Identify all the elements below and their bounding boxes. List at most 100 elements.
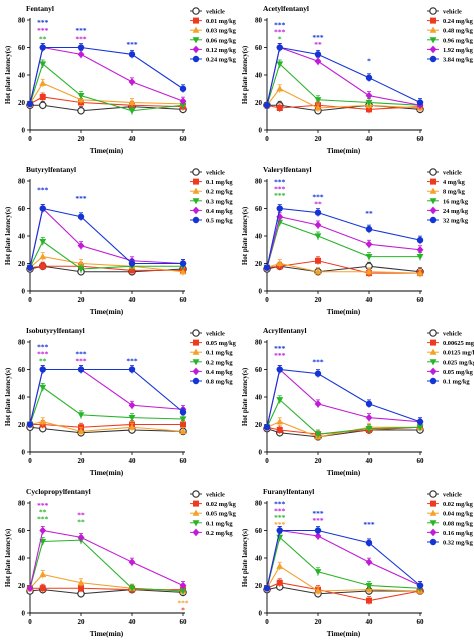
legend-label: 0.2 mg/kg: [206, 359, 233, 366]
x-tick-label: 40: [366, 296, 374, 304]
x-tick-label: 20: [78, 296, 86, 304]
panel-title: Butyrylfentanyl: [26, 165, 76, 174]
y-tick-label: 0: [259, 127, 263, 135]
data-point: [128, 78, 136, 86]
legend-label: 0.16 mg/kg: [443, 530, 474, 537]
data-point: [314, 587, 322, 594]
x-tick-label: 0: [265, 135, 269, 143]
y-tick-label: 40: [18, 555, 26, 563]
data-point: [77, 213, 85, 220]
legend-label: 0.06 mg/kg: [206, 37, 237, 44]
significance-mark: ***: [274, 184, 286, 193]
y-axis-label: Hot plate latency(s): [241, 45, 249, 104]
series-line: [266, 536, 421, 589]
significance-mark: ***: [312, 358, 324, 367]
significance-mark: ***: [274, 177, 286, 186]
x-tick-label: 60: [180, 618, 188, 626]
y-axis-label: Hot plate latency(s): [4, 206, 12, 265]
legend-label: 0.24 mg/kg: [206, 57, 237, 64]
data-point: [365, 225, 373, 233]
data-point: [276, 427, 283, 433]
legend-marker: [429, 359, 437, 366]
y-tick-label: 0: [259, 449, 263, 457]
series-line: [29, 82, 184, 105]
significance-mark: ***: [312, 193, 324, 202]
significance-mark: **: [365, 209, 373, 218]
legend-marker: [429, 377, 437, 385]
series-line: [29, 539, 184, 592]
x-tick-label: 60: [417, 135, 425, 143]
data-point: [276, 259, 284, 267]
x-tick-label: 60: [417, 457, 425, 465]
data-point: [180, 421, 186, 428]
x-tick-label: 40: [129, 457, 137, 465]
data-point: [179, 408, 187, 416]
legend-label: 0.03 mg/kg: [206, 28, 237, 35]
series-line: [266, 62, 421, 106]
data-point: [77, 266, 85, 273]
legend-label: 0.05 mg/kg: [206, 511, 237, 518]
x-tick-label: 0: [28, 135, 32, 143]
data-point: [276, 397, 284, 404]
legend-label: 0.02 mg/kg: [206, 501, 237, 508]
legend-marker: [429, 509, 437, 516]
panel-title: Isobutyrylfentanyl: [26, 326, 85, 335]
data-point: [128, 108, 136, 115]
significance-mark: ***: [126, 40, 138, 49]
data-point: [315, 257, 321, 264]
legend-marker: [429, 538, 437, 546]
x-axis-label: Time(min): [327, 629, 361, 638]
y-tick-label: 40: [255, 555, 263, 563]
y-tick-label: 60: [18, 44, 26, 52]
significance-mark: **: [314, 40, 322, 49]
legend-label: vehicle: [206, 9, 225, 16]
significance-mark: ***: [274, 513, 286, 522]
series-line: [266, 46, 421, 106]
data-point: [77, 366, 85, 373]
y-axis-label: Hot plate latency(s): [4, 367, 12, 426]
x-tick-label: 40: [129, 296, 137, 304]
significance-mark: ***: [312, 509, 324, 518]
y-tick-label: 40: [18, 394, 26, 402]
y-tick-label: 20: [255, 260, 263, 268]
y-axis-label: Hot plate latency(s): [241, 206, 249, 265]
legend-marker: [429, 528, 437, 537]
data-point: [365, 413, 373, 422]
legend-marker: [192, 206, 200, 215]
x-tick-label: 20: [315, 618, 323, 626]
legend-marker: [193, 17, 199, 24]
legend-marker: [192, 348, 200, 355]
data-point: [365, 400, 373, 408]
data-point: [26, 421, 34, 428]
y-axis-label: Hot plate latency(s): [241, 528, 249, 587]
data-point: [365, 91, 373, 100]
data-point: [39, 94, 46, 100]
legend-label: 3.84 mg/kg: [443, 57, 474, 64]
data-point: [129, 267, 135, 274]
significance-mark: **: [39, 508, 47, 517]
data-point: [314, 268, 322, 275]
y-tick-label: 40: [18, 72, 26, 80]
y-axis-label: Hot plate latency(s): [241, 367, 249, 426]
data-point: [39, 526, 47, 535]
y-tick-label: 40: [255, 72, 263, 80]
data-point: [128, 415, 136, 422]
data-point: [179, 85, 187, 92]
data-point: [276, 579, 283, 586]
significance-mark: **: [77, 517, 85, 526]
data-point: [77, 44, 85, 51]
series-line: [266, 46, 421, 106]
significance-mark: ***: [126, 356, 138, 365]
x-axis-label: Time(min): [90, 629, 124, 638]
y-tick-label: 60: [255, 205, 263, 213]
significance-mark: ***: [177, 598, 189, 607]
y-tick-label: 0: [259, 288, 263, 296]
y-tick-label: 80: [18, 178, 26, 186]
significance-mark: ***: [37, 515, 49, 524]
data-point: [416, 582, 424, 589]
y-tick-label: 0: [259, 610, 263, 618]
x-axis-label: Time(min): [327, 146, 361, 155]
legend-label: 0.1 mg/kg: [206, 350, 233, 357]
data-point: [128, 585, 136, 592]
